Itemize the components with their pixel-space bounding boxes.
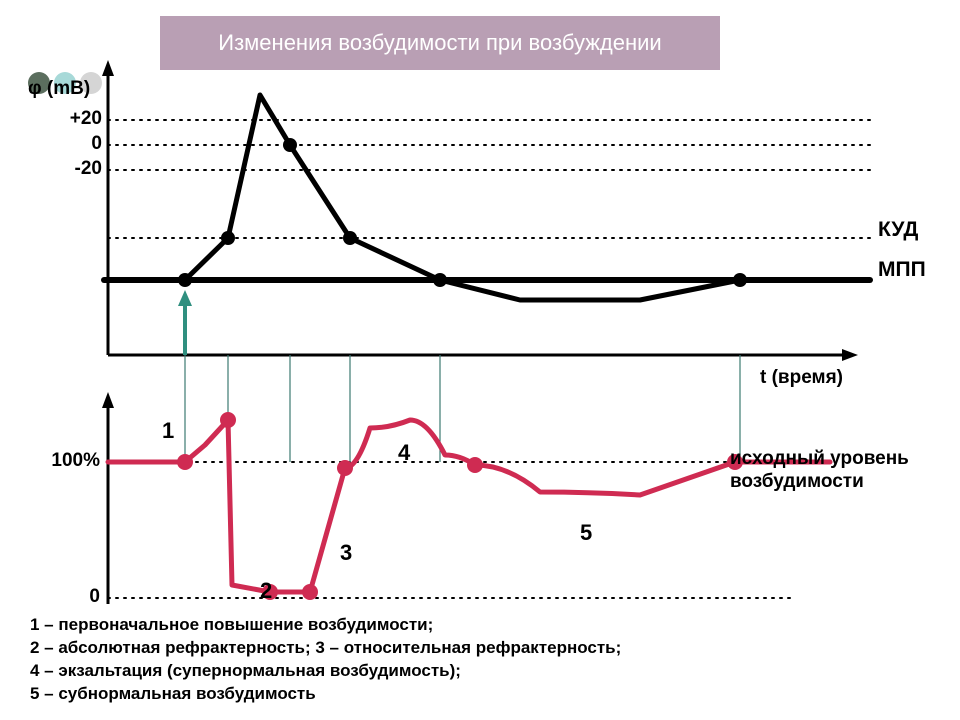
chart-canvas	[0, 0, 960, 720]
phase-number: 3	[340, 540, 352, 566]
y-axis-title: φ (mB)	[28, 78, 90, 100]
legend-line: 1 – первоначальное повышение возбудимост…	[30, 614, 621, 637]
legend-block: 1 – первоначальное повышение возбудимост…	[30, 614, 621, 706]
y-tick: 0	[46, 133, 102, 155]
side-label: КУД	[878, 218, 918, 242]
y-tick: -20	[46, 158, 102, 180]
phase-number: 2	[260, 578, 272, 604]
legend-line: 4 – экзальтация (супернормальная возбуди…	[30, 660, 621, 683]
excitability-baseline-label: исходный уровень возбудимости	[730, 448, 940, 494]
y2-tick: 100%	[30, 450, 100, 472]
phase-number: 4	[398, 440, 410, 466]
legend-line: 5 – субнормальная возбудимость	[30, 683, 621, 706]
phase-number: 1	[162, 418, 174, 444]
title-box: Изменения возбудимости при возбуждении	[160, 16, 720, 70]
y-tick: +20	[46, 108, 102, 130]
side-label: МПП	[878, 258, 926, 282]
title-text: Изменения возбудимости при возбуждении	[218, 30, 661, 55]
y2-tick: 0	[30, 586, 100, 608]
phase-number: 5	[580, 520, 592, 546]
legend-line: 2 – абсолютная рефрактерность; 3 – относ…	[30, 637, 621, 660]
x-axis-label: t (время)	[760, 367, 843, 389]
